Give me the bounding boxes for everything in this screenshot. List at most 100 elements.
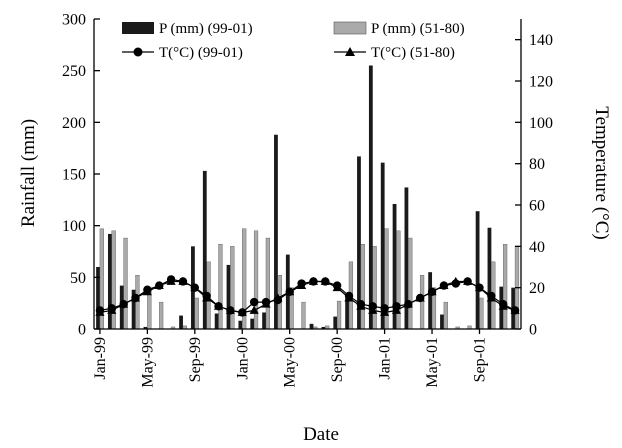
point-t-51-80-20	[332, 283, 342, 292]
y-left-tick-4: 200	[62, 115, 86, 132]
point-t-51-80-24	[379, 307, 390, 316]
point-t-51-80-12	[237, 307, 247, 316]
x-tick-3: Jan-00	[234, 337, 251, 380]
point-t-51-80-35	[510, 305, 520, 314]
legend-item-0: P (mm) (99-01)	[122, 21, 253, 37]
point-t-51-80-4	[142, 287, 152, 296]
bar-p-99-01-21	[345, 298, 350, 329]
point-t-51-80-22	[356, 301, 366, 310]
bar-p-51-80-13	[253, 230, 259, 330]
bar-p-99-01-13	[250, 318, 255, 329]
point-t-51-80-32	[474, 283, 485, 292]
bar-p-99-01-26	[404, 187, 409, 329]
legend-label-3: T(°C) (51-80)	[371, 45, 455, 61]
legend-label-2: T(°C) (99-01)	[159, 45, 243, 61]
bar-p-51-80-23	[372, 246, 377, 330]
point-t-51-80-13	[249, 305, 259, 314]
x-tick-5: Sep-00	[329, 337, 346, 382]
y-left-tick-3: 150	[62, 167, 86, 184]
bar-p-51-80-14	[265, 237, 270, 330]
point-t-51-80-10	[213, 301, 224, 310]
legend-symbol-0	[122, 22, 154, 34]
point-t-99-01-13	[249, 297, 259, 307]
bar-p-99-01-25	[392, 203, 397, 329]
legend-label-0: P (mm) (99-01)	[159, 21, 253, 37]
bar-p-51-80-26	[408, 237, 413, 330]
bar-p-99-01-32	[475, 211, 480, 329]
bar-p-99-01-28	[428, 272, 433, 329]
bar-p-99-01-10	[214, 313, 219, 329]
bar-p-99-01-1	[107, 233, 112, 329]
bar-p-51-80-20	[336, 300, 342, 330]
x-tick-4: May-00	[282, 337, 299, 388]
point-t-51-80-5	[154, 281, 164, 290]
y-right-tick-0: 0	[529, 322, 537, 339]
legend: P (mm) (99-01) P (mm) (51-80) T(°C) (99-01…	[122, 21, 465, 61]
point-t-51-80-1	[107, 305, 117, 314]
y-right-tick-4: 80	[529, 156, 545, 173]
bar-p-99-01-15	[274, 134, 278, 329]
y-left-tick-1: 50	[70, 270, 86, 287]
bar-p-99-01-4	[143, 326, 148, 329]
x-tick-7: May-01	[424, 337, 441, 388]
bar-p-99-01-12	[238, 320, 243, 329]
bar-p-51-80-32	[479, 297, 484, 330]
point-t-51-80-2	[119, 299, 129, 308]
point-t-51-80-30	[451, 276, 461, 285]
bar-p-99-01-29	[440, 314, 444, 329]
point-t-51-80-29	[439, 281, 449, 290]
point-t-51-80-18	[308, 276, 319, 285]
point-t-51-80-21	[344, 293, 354, 302]
bar-p-99-01-11	[226, 264, 231, 329]
bar-p-99-01-9	[202, 170, 207, 329]
bar-p-99-01-7	[179, 315, 183, 329]
point-t-51-80-25	[391, 305, 402, 314]
x-tick-0: Jan-99	[92, 337, 109, 380]
y-axis-right-title: Temperature (°C)	[591, 106, 612, 239]
legend-item-1: P (mm) (51-80)	[333, 21, 465, 37]
point-t-51-80-27	[415, 293, 425, 302]
bar-p-51-80-5	[159, 301, 164, 330]
y-left-tick-5: 250	[62, 63, 86, 80]
point-t-51-80-17	[296, 281, 307, 290]
x-tick-6: Jan-01	[377, 337, 394, 380]
bar-p-51-80-22	[360, 244, 365, 330]
point-t-51-80-19	[320, 276, 330, 285]
point-t-51-80-11	[225, 305, 236, 314]
bar-p-51-80-17	[301, 301, 306, 330]
point-t-51-80-34	[498, 301, 508, 310]
x-tick-8: Sep-01	[471, 337, 488, 382]
lines-layer	[95, 275, 520, 317]
point-t-51-80-3	[130, 293, 141, 302]
y-right-tick-7: 140	[529, 32, 553, 49]
point-t-51-80-14	[261, 299, 271, 308]
bar-p-51-80-29	[443, 301, 448, 330]
point-t-51-80-7	[178, 276, 188, 285]
point-t-51-80-15	[273, 293, 283, 302]
point-t-51-80-16	[285, 287, 295, 296]
bar-p-51-80-1	[111, 230, 116, 330]
bar-p-99-01-22	[357, 156, 361, 329]
bar-p-99-01-3	[131, 289, 136, 329]
point-t-51-80-33	[486, 293, 496, 302]
bar-p-99-01-19	[321, 326, 326, 329]
y-left-tick-2: 100	[62, 218, 86, 235]
legend-symbol-3	[334, 47, 366, 56]
bar-p-99-01-20	[333, 316, 338, 329]
bar-p-51-80-10	[218, 244, 223, 330]
legend-item-3: T(°C) (51-80)	[334, 45, 455, 61]
point-t-51-80-6	[166, 276, 176, 285]
y-right-tick-3: 60	[529, 198, 545, 215]
bar-p-99-01-23	[368, 65, 373, 329]
axes-layer: 0 50 100 150 200 250 300 0 20 40 60 80 100 120 140 Jan-…	[62, 12, 553, 388]
x-tick-2: Sep-99	[187, 337, 204, 382]
y-left-tick-6: 300	[62, 12, 86, 29]
x-tick-1: May-99	[139, 337, 156, 388]
point-t-51-80-26	[403, 299, 413, 308]
x-axis-title: Date	[303, 424, 339, 445]
bar-p-99-01-33	[487, 227, 492, 329]
bar-p-99-01-24	[380, 162, 385, 329]
point-t-51-80-28	[427, 287, 437, 296]
y-left-tick-0: 0	[78, 322, 86, 339]
